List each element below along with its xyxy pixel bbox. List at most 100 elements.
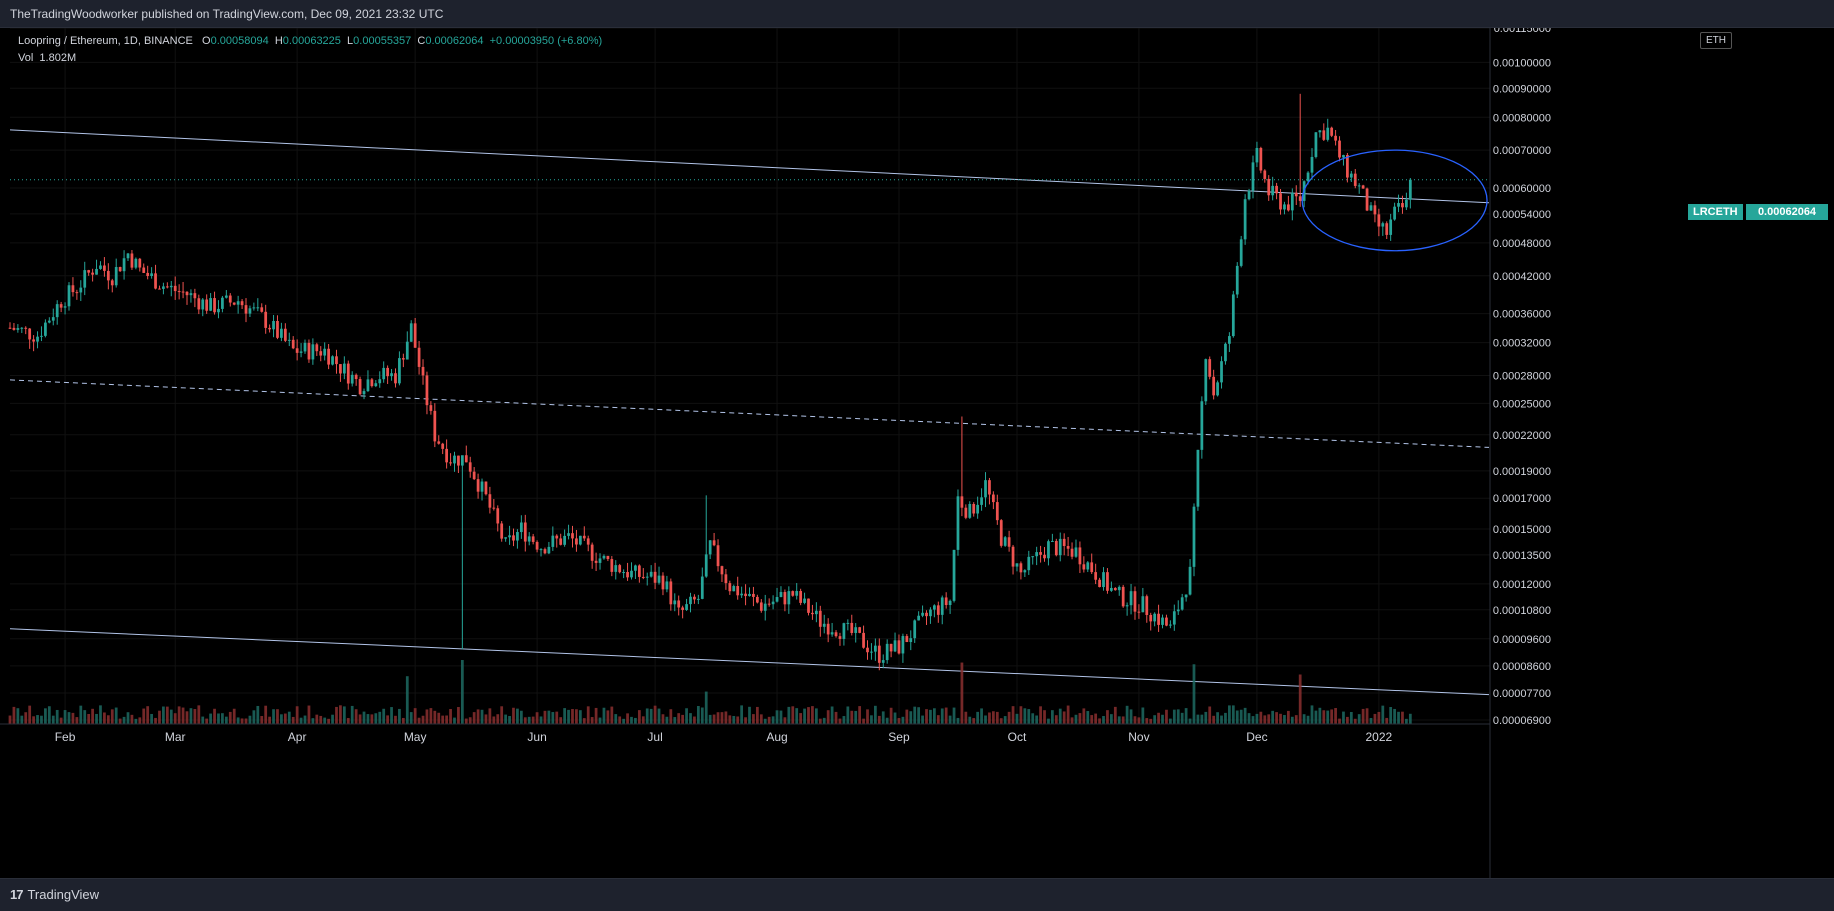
volume-bar (197, 705, 201, 724)
candle-body (1294, 192, 1298, 197)
candle-body (185, 291, 189, 296)
candle-body (134, 258, 138, 268)
candle-body (535, 541, 539, 550)
candle-body (842, 623, 846, 639)
volume-bar (1243, 707, 1247, 724)
volume-bar (681, 714, 685, 724)
volume-value: 1.802M (39, 52, 77, 64)
volume-bar (457, 707, 460, 724)
volume-bar (1224, 712, 1227, 724)
y-tick-label: 0.00054000 (1493, 209, 1551, 221)
x-tick-label: Nov (1128, 730, 1149, 744)
lower-support-line[interactable] (9, 628, 1490, 696)
volume-bar (460, 660, 464, 724)
price-chart[interactable]: 0.00115000 0.00100000 0.00090000 0.00080000… (0, 28, 1834, 878)
candle-body (236, 301, 240, 305)
y-tick-label: 0.00100000 (1493, 57, 1551, 69)
tradingview-logo[interactable]: 17 TradingView (10, 887, 99, 902)
volume-bar (775, 710, 779, 724)
volume-bar (425, 709, 429, 724)
candle-body (917, 615, 921, 621)
volume-bar (1113, 706, 1117, 724)
candle-body (311, 344, 315, 360)
middle-dashed-line[interactable] (9, 379, 1490, 448)
candle-body (1255, 147, 1259, 163)
candle-body (976, 504, 980, 514)
candle-body (1157, 613, 1160, 625)
volume-bar (1196, 714, 1200, 724)
volume-bar (1279, 713, 1282, 724)
volume-bar (342, 706, 346, 724)
low-value: 0.00055357 (353, 35, 412, 47)
candle-body (1377, 214, 1381, 227)
candle-body (307, 342, 311, 360)
candle-body (1220, 361, 1223, 383)
volume-bar (1393, 708, 1396, 724)
volume-bar (1090, 715, 1094, 724)
currency-badge[interactable]: ETH (1700, 32, 1732, 49)
volume-bar (555, 711, 559, 724)
open-label: O (202, 35, 211, 47)
circle-annotation[interactable] (1301, 149, 1488, 252)
volume-bar (307, 705, 311, 724)
candle-body (1043, 554, 1046, 559)
volume-bar (1220, 715, 1223, 724)
candle-body (1310, 156, 1314, 173)
volume-bar (1346, 716, 1349, 724)
volume-bar (1318, 707, 1322, 724)
candle-body (425, 375, 429, 406)
volume-bar (1287, 710, 1290, 724)
candle-body (614, 565, 618, 572)
candle-body (1228, 336, 1231, 344)
candle-body (173, 285, 177, 292)
candle-body (252, 307, 256, 309)
volume-bar (1283, 715, 1286, 724)
candle-body (818, 610, 822, 627)
volume-bar (441, 715, 445, 724)
candle-body (578, 535, 582, 545)
volume-bar (634, 717, 637, 724)
volume-bar (421, 715, 425, 724)
candle-body (1062, 538, 1066, 546)
high-label: H (274, 35, 283, 47)
volume-bar (846, 706, 850, 724)
candle-body (1247, 190, 1251, 200)
price-axis[interactable]: 0.00115000 0.00100000 0.00090000 0.00080000… (1489, 28, 1834, 878)
candle-body (724, 574, 728, 584)
candle-body (693, 596, 696, 600)
candle-body (799, 591, 803, 603)
candle-body (91, 272, 94, 275)
time-axis[interactable]: Feb Mar Apr May Jun Jul Aug Sep Oct Nov Dec 2022 (0, 723, 1490, 744)
candle-body (1086, 562, 1090, 570)
candle-body (386, 367, 389, 377)
candle-body (55, 304, 59, 318)
volume-bar (154, 717, 157, 724)
candle-body (551, 535, 555, 547)
candle-body (12, 327, 16, 330)
candle-body (276, 320, 279, 338)
y-tick-label: 0.00007700 (1493, 688, 1551, 700)
volume-bar (1062, 711, 1066, 724)
candle-body (401, 358, 405, 360)
candle-body (516, 532, 519, 541)
candle-body (146, 272, 150, 277)
candle-body (1365, 188, 1369, 211)
volume-bar (826, 710, 830, 724)
candle-body (1141, 596, 1145, 613)
y-tick-label: 0.00048000 (1493, 238, 1551, 250)
candle-body (248, 308, 252, 314)
volume-bar (877, 715, 881, 724)
candle-body (1169, 624, 1172, 626)
high-value: 0.00063225 (282, 35, 341, 47)
candle-body (114, 267, 118, 286)
volume-bar (905, 709, 909, 724)
volume-bar (83, 710, 87, 724)
candle-body (1113, 587, 1117, 591)
candle-body (126, 253, 130, 259)
candle-body (1231, 294, 1235, 337)
candle-body (106, 270, 110, 281)
candle-body (807, 598, 810, 613)
upper-resistance-line[interactable] (9, 129, 1490, 204)
candle-body (964, 507, 968, 518)
candle-body (1275, 185, 1278, 194)
